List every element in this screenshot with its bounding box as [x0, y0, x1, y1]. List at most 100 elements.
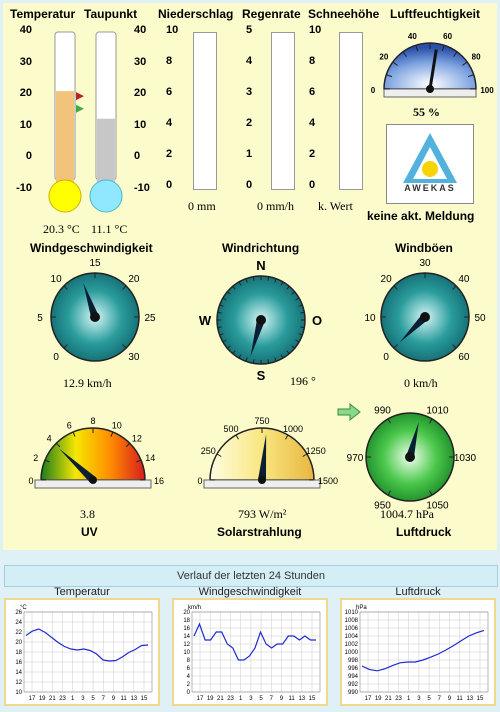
humidity-gauge: 0 20 40 60 80 100	[371, 32, 494, 98]
wind-direction-tick	[300, 311, 305, 314]
wind-direction-tick	[238, 281, 242, 286]
wind-direction-tick	[232, 350, 236, 355]
uv-hub	[89, 476, 97, 484]
history-temperatur-chart[interactable]: °C 26 24 22 20 18 16 14 12 10 17 19 21 23 1 3 5 7 9 11 13 15	[4, 598, 160, 706]
wind-direction-tick	[300, 326, 305, 329]
wind-gust-hub	[420, 312, 430, 322]
history-y-tick: 0	[187, 690, 191, 696]
history-x-tick: 17	[197, 696, 204, 702]
history-y-tick: 14	[15, 670, 22, 676]
uv-tick-label: 12	[132, 434, 142, 444]
history-x-tick: 13	[130, 696, 137, 702]
wind-gust-tick	[393, 285, 398, 290]
wind-direction-tick	[219, 333, 224, 336]
humidity-tick	[402, 51, 407, 57]
history-luftdruck-chart[interactable]: hPa 1010 1008 1006 1004 1002 1000 998 996 994 992 9…	[340, 598, 496, 706]
solar-hub	[258, 476, 266, 484]
thermo-scale-label-right: 10	[134, 118, 147, 131]
history-y-tick: 18	[15, 650, 22, 656]
solar-tick	[235, 434, 239, 440]
wind-speed-gauge: 0 5 10 15 20 25 30	[37, 258, 156, 363]
temperature-fill	[56, 91, 74, 184]
history-x-tick: 9	[280, 696, 284, 702]
history-wind-title: Windgeschwindigkeit	[198, 586, 302, 598]
humidity-tick-label: 80	[472, 52, 481, 61]
thermo-scale-label: 0	[25, 150, 32, 162]
awekas-logo[interactable]: AWEKAS	[386, 124, 474, 204]
solar-tick-label: 1000	[283, 424, 303, 434]
wind-speed-tick-label: 25	[144, 313, 156, 324]
pressure-needle	[406, 422, 419, 458]
thermo-scale-label: 10	[19, 118, 32, 131]
thermo-scale-label: 30	[19, 55, 32, 68]
niederschlag-scale-label: 4	[166, 117, 173, 129]
compass-n-label: N	[256, 258, 265, 273]
humidity-value: 55 %	[413, 105, 440, 119]
pressure-tick	[387, 418, 391, 424]
wind-direction-tick	[219, 304, 224, 307]
history-x-tick: 1	[407, 696, 411, 702]
thermo-scale-label-right: 30	[134, 55, 147, 68]
history-x-tick: 17	[29, 696, 36, 702]
solar-tick-label: 1250	[306, 446, 326, 456]
wind-speed-value: 12.9 km/h	[63, 376, 112, 390]
history-x-tick: 7	[102, 696, 106, 702]
history-x-tick: 11	[457, 696, 464, 702]
pressure-tick-label: 1050	[426, 501, 449, 512]
history-series-line	[25, 628, 149, 662]
humidity-tick-label: 0	[371, 86, 376, 95]
history-x-tick: 15	[477, 696, 484, 702]
pressure-tick-label: 990	[374, 405, 391, 416]
header-luftdruck: Luftdruck	[396, 525, 452, 539]
wind-speed-tick	[63, 285, 68, 290]
wind-direction-tick	[298, 333, 303, 336]
header-luftfeuchtigkeit: Luftfeuchtigkeit	[390, 7, 480, 21]
solar-gauge: 0 250 500 750 1000 1250 1500	[197, 416, 338, 489]
pressure-tick-label: 970	[347, 453, 364, 464]
wind-direction-tick	[267, 276, 270, 281]
uv-tick	[125, 442, 131, 448]
history-y-tick: 2	[187, 682, 191, 688]
history-x-tick: 11	[121, 696, 128, 702]
uv-needle	[59, 448, 96, 483]
wind-direction-gauge: N O S W	[199, 258, 322, 383]
history-luftdruck-title: Luftdruck	[395, 586, 441, 598]
wind-direction-tick	[280, 354, 284, 359]
regenrate-scale-label: 2	[246, 117, 253, 129]
history-x-tick: 7	[270, 696, 274, 702]
history-x-tick: 5	[427, 696, 431, 702]
history-y-tick: 16	[183, 626, 190, 632]
uv-tick-label: 14	[145, 453, 155, 463]
wind-gust-tick-label: 40	[458, 274, 470, 285]
wind-direction-tick	[295, 339, 300, 343]
wind-gust-tick	[452, 344, 457, 349]
temperature-value: 20.3 °C	[43, 222, 80, 236]
humidity-tick	[462, 61, 468, 66]
history-y-tick: 994	[348, 674, 359, 680]
history-x-tick: 9	[448, 696, 452, 702]
regenrate-value: 0 mm/h	[257, 199, 295, 213]
uv-tick	[136, 459, 142, 463]
regenrate-scale-label: 4	[246, 55, 253, 67]
solar-tick	[216, 453, 222, 457]
solar-needle	[258, 434, 267, 481]
solar-tick-label: 250	[201, 446, 216, 456]
wind-gust-tick-label: 10	[364, 313, 376, 324]
wind-direction-tick	[274, 357, 277, 362]
wind-speed-tick	[122, 344, 127, 349]
uv-tick-label: 16	[154, 476, 164, 486]
regenrate-bar	[271, 32, 295, 190]
history-y-tick: 24	[15, 620, 22, 626]
history-x-tick: 5	[91, 696, 95, 702]
wind-direction-value: 196 °	[290, 374, 316, 388]
history-x-tick: 1	[239, 696, 243, 702]
humidity-tick	[386, 74, 393, 78]
uv-dial	[40, 427, 146, 481]
dewpoint-value: 11.1 °C	[91, 222, 128, 236]
history-y-tick: 10	[183, 650, 190, 656]
wind-speed-tick-label: 15	[89, 258, 101, 269]
compass-o-label: O	[312, 313, 322, 328]
history-wind-chart[interactable]: km/h 20 18 16 14 12 10 8 6 4 2 0 17 19 21 23 1 3 5 7 9 11 13 15	[172, 598, 328, 706]
wind-speed-tick-label: 20	[128, 274, 140, 285]
